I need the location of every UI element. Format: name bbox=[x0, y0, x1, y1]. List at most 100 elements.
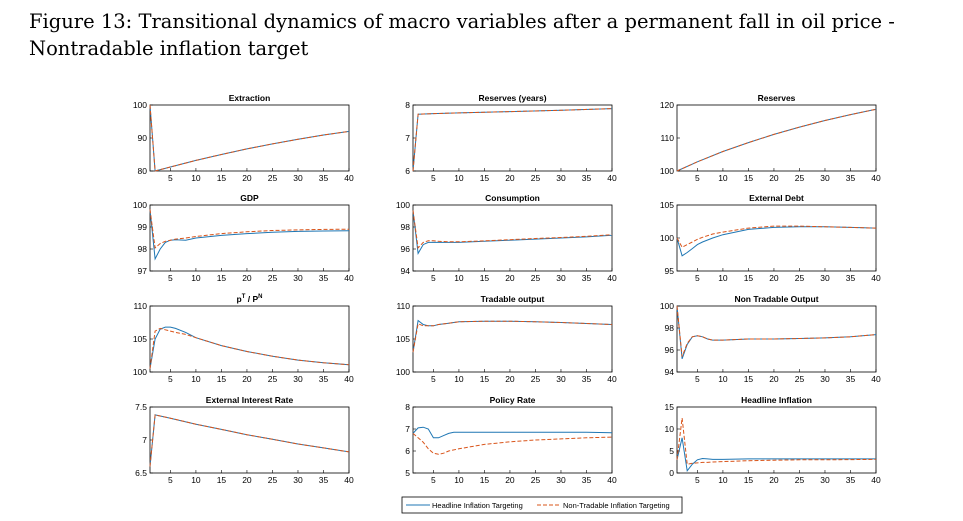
panel-headline-inflation-xtick-label: 25 bbox=[795, 475, 805, 485]
panel-non-tradable-output-ytick-label: 98 bbox=[665, 323, 675, 333]
panel-external-debt-xtick-label: 5 bbox=[695, 273, 700, 283]
legend-box bbox=[401, 496, 683, 514]
panel-tradable-output-axes bbox=[412, 305, 613, 373]
panel-policy-rate-xtick-label: 15 bbox=[480, 475, 490, 485]
legend: Headline Inflation Targeting Non-Tradabl… bbox=[401, 496, 683, 514]
panel-non-tradable-output-xtick-label: 5 bbox=[695, 374, 700, 384]
panel-consumption-ytick-label: 94 bbox=[401, 266, 411, 276]
panel-consumption-title: Consumption bbox=[485, 193, 540, 203]
panel-p-ratio-xtick-label: 15 bbox=[217, 374, 227, 384]
panel-gdp-line-headline bbox=[149, 209, 350, 261]
panel-external-interest-rate-xtick-label: 40 bbox=[344, 475, 354, 485]
panel-reserves-xtick-label: 35 bbox=[846, 173, 856, 183]
panel-extraction-xtick-label: 30 bbox=[293, 173, 303, 183]
panel-external-debt-xtick-label: 20 bbox=[769, 273, 779, 283]
panel-external-debt: External Debt 5 10 15 20 25 30 35 40 95 100 105 bbox=[660, 193, 881, 283]
panel-policy-rate-axes bbox=[412, 406, 613, 474]
panel-external-interest-rate-title: External Interest Rate bbox=[206, 395, 294, 405]
panel-headline-inflation-xtick-label: 40 bbox=[871, 475, 881, 485]
panel-gdp-xtick-label: 30 bbox=[293, 273, 303, 283]
panel-consumption-xtick-label: 30 bbox=[556, 273, 566, 283]
panel-consumption-line-headline bbox=[412, 210, 613, 255]
panel-tradable-output-xtick-label: 15 bbox=[480, 374, 490, 384]
panel-p-ratio-xtick-label: 10 bbox=[191, 374, 201, 384]
panel-consumption-xtick-label: 35 bbox=[582, 273, 592, 283]
legend-label-headline: Headline Inflation Targeting bbox=[432, 501, 523, 510]
panel-external-interest-rate-xtick-label: 35 bbox=[319, 475, 329, 485]
panel-external-interest-rate-line-nontradable bbox=[149, 414, 350, 467]
panel-tradable-output-xtick-label: 35 bbox=[582, 374, 592, 384]
panel-p-ratio-axes bbox=[149, 305, 350, 373]
panel-reserves-years-xtick-label: 30 bbox=[556, 173, 566, 183]
panel-external-interest-rate-ytick-label: 7 bbox=[142, 435, 147, 445]
panel-consumption-xtick-label: 25 bbox=[531, 273, 541, 283]
panel-p-ratio: pT / PN 5 10 15 20 25 30 35 40 100 105 110 bbox=[133, 294, 354, 384]
panel-gdp-xtick-label: 10 bbox=[191, 273, 201, 283]
panel-p-ratio-xtick-label: 40 bbox=[344, 374, 354, 384]
panel-tradable-output-ytick-label: 110 bbox=[396, 301, 410, 311]
panel-p-ratio-title: pT / PN bbox=[237, 294, 263, 304]
panel-non-tradable-output-title: Non Tradable Output bbox=[734, 294, 818, 304]
panel-tradable-output-xtick-label: 10 bbox=[454, 374, 464, 384]
panel-tradable-output-xtick-label: 40 bbox=[607, 374, 617, 384]
panel-headline-inflation-ytick-label: 10 bbox=[665, 424, 675, 434]
panel-headline-inflation-ytick-label: 5 bbox=[669, 446, 674, 456]
panel-tradable-output-xtick-label: 5 bbox=[431, 374, 436, 384]
panel-reserves-years-ytick-label: 7 bbox=[405, 133, 410, 143]
panel-consumption-xtick-label: 40 bbox=[607, 273, 617, 283]
panel-non-tradable-output-xtick-label: 20 bbox=[769, 374, 779, 384]
panel-policy-rate-title: Policy Rate bbox=[490, 395, 536, 405]
panel-reserves-years-xtick-label: 35 bbox=[582, 173, 592, 183]
panel-extraction-xtick-label: 25 bbox=[268, 173, 278, 183]
panel-non-tradable-output: Non Tradable Output 5 10 15 20 25 30 35 40 94 96 98… bbox=[660, 294, 881, 384]
panel-consumption-xtick-label: 15 bbox=[480, 273, 490, 283]
panel-tradable-output-ytick-label: 100 bbox=[396, 367, 410, 377]
panel-headline-inflation: Headline Inflation 5 10 15 20 25 30 35 40 0 5 10 15 bbox=[665, 395, 881, 485]
panel-p-ratio-ytick-label: 110 bbox=[133, 301, 147, 311]
panel-policy-rate-xtick-label: 35 bbox=[582, 475, 592, 485]
panel-policy-rate-xtick-label: 40 bbox=[607, 475, 617, 485]
panel-external-interest-rate-xtick-label: 30 bbox=[293, 475, 303, 485]
panel-external-debt-xtick-label: 40 bbox=[871, 273, 881, 283]
panel-headline-inflation-xtick-label: 5 bbox=[695, 475, 700, 485]
figure-title: Figure 13: Transitional dynamics of macr… bbox=[29, 8, 954, 62]
panel-gdp-xtick-label: 35 bbox=[319, 273, 329, 283]
panel-non-tradable-output-xtick-label: 15 bbox=[744, 374, 754, 384]
panel-external-debt-xtick-label: 15 bbox=[744, 273, 754, 283]
panel-policy-rate-xtick-label: 30 bbox=[556, 475, 566, 485]
panel-extraction-ytick-label: 80 bbox=[138, 166, 148, 176]
panel-external-interest-rate-xtick-label: 25 bbox=[268, 475, 278, 485]
panel-external-debt-title: External Debt bbox=[749, 193, 804, 203]
panel-reserves: Reserves 5 10 15 20 25 30 35 40 100 110 120 bbox=[660, 93, 881, 183]
panel-non-tradable-output-ytick-label: 94 bbox=[665, 367, 675, 377]
panel-headline-inflation-line-headline bbox=[676, 437, 876, 473]
panel-consumption-xtick-label: 10 bbox=[454, 273, 464, 283]
panel-p-ratio-line-nontradable bbox=[149, 327, 350, 369]
legend-label-nontradable: Non-Tradable Inflation Targeting bbox=[563, 501, 670, 510]
panel-p-ratio-xtick-label: 5 bbox=[168, 374, 173, 384]
panel-reserves-xtick-label: 15 bbox=[744, 173, 754, 183]
panel-external-debt-ytick-label: 95 bbox=[665, 266, 675, 276]
panel-gdp-xtick-label: 5 bbox=[168, 273, 173, 283]
panel-reserves-ytick-label: 100 bbox=[660, 166, 674, 176]
panel-p-ratio-xtick-label: 30 bbox=[293, 374, 303, 384]
panel-gdp-ytick-label: 97 bbox=[138, 266, 148, 276]
panel-reserves-years-ytick-label: 8 bbox=[405, 100, 410, 110]
panel-extraction-xtick-label: 40 bbox=[344, 173, 354, 183]
panel-headline-inflation-title: Headline Inflation bbox=[741, 395, 812, 405]
panel-p-ratio-ytick-label: 100 bbox=[133, 367, 147, 377]
panel-tradable-output-xtick-label: 20 bbox=[505, 374, 515, 384]
panel-consumption-ytick-label: 100 bbox=[396, 200, 410, 210]
panel-external-interest-rate-xtick-label: 10 bbox=[191, 475, 201, 485]
panel-reserves-years-axes bbox=[412, 104, 613, 172]
panel-reserves-title: Reserves bbox=[758, 93, 796, 103]
panel-policy-rate-xtick-label: 25 bbox=[531, 475, 541, 485]
panel-extraction-xtick-label: 10 bbox=[191, 173, 201, 183]
panel-extraction-line-nontradable bbox=[149, 104, 350, 172]
panel-external-debt-xtick-label: 30 bbox=[820, 273, 830, 283]
panel-external-debt-axes bbox=[676, 204, 877, 272]
panel-policy-rate-xtick-label: 5 bbox=[431, 475, 436, 485]
panel-extraction-xtick-label: 20 bbox=[242, 173, 252, 183]
panel-extraction-axes bbox=[149, 104, 350, 172]
